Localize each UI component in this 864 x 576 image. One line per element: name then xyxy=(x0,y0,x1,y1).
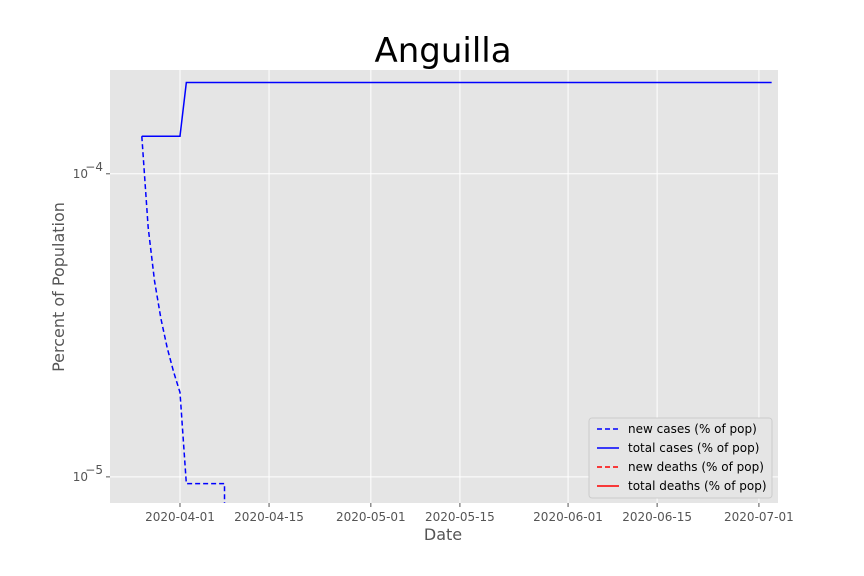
series-line-2 xyxy=(141,81,772,137)
y-axis-ticks: 10−410−5 xyxy=(73,160,110,484)
y-tick-label: 10 xyxy=(73,167,88,181)
x-tick-label: 2020-06-01 xyxy=(533,510,603,524)
x-tick-label: 2020-05-15 xyxy=(425,510,495,524)
x-axis-ticks: 2020-04-01 2020-04-15 2020-05-01 2020-05-15… xyxy=(145,503,794,524)
series-layer xyxy=(141,81,772,503)
legend-entry: total cases (% of pop) xyxy=(628,441,759,455)
y-tick-base: 10 xyxy=(73,470,88,484)
x-tick-label: 2020-04-01 xyxy=(145,510,215,524)
y-tick-label: 10 xyxy=(73,470,88,484)
x-tick-label: 2020-06-15 xyxy=(622,510,692,524)
y-tick-base: 10 xyxy=(73,167,88,181)
legend-entry: new cases (% of pop) xyxy=(628,422,757,436)
x-tick-label: 2020-04-15 xyxy=(234,510,304,524)
chart-title: Anguilla xyxy=(374,31,511,71)
x-tick-label: 2020-05-01 xyxy=(336,510,406,524)
y-tick-exponent: −4 xyxy=(85,160,103,174)
x-tick-label: 2020-07-01 xyxy=(724,510,794,524)
legend-entry: total deaths (% of pop) xyxy=(628,479,767,493)
legend: new cases (% of pop) total cases (% of po… xyxy=(588,417,773,499)
legend-entry: new deaths (% of pop) xyxy=(628,460,764,474)
y-tick-exponent: −5 xyxy=(85,463,103,477)
x-axis-label: Date xyxy=(424,525,462,544)
y-axis-label: Percent of Population xyxy=(49,202,68,372)
series-line-1 xyxy=(141,136,226,503)
legend-box xyxy=(588,417,773,499)
